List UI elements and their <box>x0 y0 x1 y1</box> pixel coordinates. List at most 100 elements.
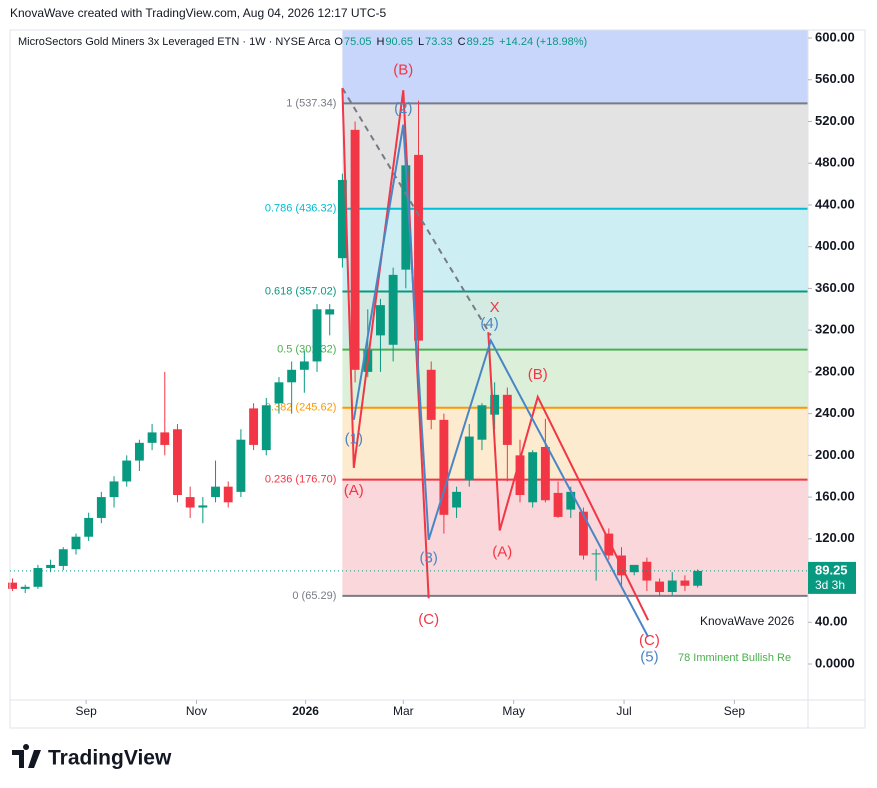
legend-key: H <box>376 36 384 48</box>
fib-label: 0.236 (176.70) <box>265 474 337 486</box>
fib-label: 0 (65.29) <box>292 590 336 602</box>
candle-body <box>134 442 144 461</box>
x-tick-label: May <box>502 704 525 718</box>
candle-body <box>287 369 297 383</box>
y-tick-label: 600.00 <box>815 29 855 44</box>
candle-body <box>502 394 512 445</box>
candle-body <box>84 517 94 537</box>
candle-body <box>71 536 81 550</box>
candle-body <box>464 436 474 481</box>
legend-value: 75.05 <box>344 36 372 48</box>
candle-body <box>236 439 246 492</box>
candle-body <box>147 432 157 443</box>
x-tick-label: Nov <box>186 704 207 718</box>
candle-body <box>96 497 106 518</box>
y-tick-label: 560.00 <box>815 71 855 86</box>
legend-value: 73.33 <box>425 36 453 48</box>
wave-label: (C) <box>639 632 660 649</box>
y-tick-label: 360.00 <box>815 280 855 295</box>
logo-icon <box>12 744 41 768</box>
y-tick-label: 0.0000 <box>815 655 855 670</box>
wave-line <box>352 124 650 638</box>
wave-label: (C) <box>418 611 439 628</box>
candle-body <box>223 486 233 503</box>
wave-label: (5) <box>640 649 658 666</box>
candle-body <box>566 491 576 510</box>
fib-zone <box>342 479 808 596</box>
candle-body <box>312 309 322 362</box>
candle-body <box>426 369 436 420</box>
wave-label: X <box>490 299 500 316</box>
fib-label: 0.382 (245.62) <box>265 402 337 414</box>
x-tick-label: Sep <box>75 704 97 718</box>
y-tick-label: 40.00 <box>815 614 848 629</box>
candle-body <box>350 129 360 370</box>
candle-body <box>185 497 195 508</box>
chart-frame <box>9 29 866 729</box>
candle-body <box>109 481 119 498</box>
candle-body <box>46 564 56 569</box>
y-tick-label: 160.00 <box>815 489 855 504</box>
candle-body <box>325 309 335 315</box>
candle-body <box>376 305 385 336</box>
wave-label: (A) <box>344 482 364 499</box>
fib-top-zone <box>342 30 808 104</box>
candle-body <box>388 274 398 345</box>
y-tick-label: 200.00 <box>815 447 855 462</box>
countdown: 3d 3h <box>815 578 845 592</box>
candle-body <box>274 382 284 404</box>
watermark: KnovaWave 2026 <box>700 614 795 628</box>
wave-label: (B) <box>393 61 413 78</box>
legend-key: C <box>458 36 466 48</box>
candle-body <box>553 492 563 517</box>
candle-body <box>58 549 68 566</box>
fib-label: 1 (537.34) <box>286 97 336 109</box>
header: KnovaWave created with TradingView.com, … <box>10 6 387 20</box>
fib-label: 0.618 (357.02) <box>265 285 337 297</box>
legend-value: 89.25 <box>467 36 495 48</box>
candle-body <box>540 447 550 501</box>
symbol: MicroSectors Gold Miners 3x Leveraged ET… <box>18 36 331 48</box>
candle-body <box>680 580 690 586</box>
x-tick-label: 2026 <box>292 704 319 718</box>
candle-body <box>337 179 347 259</box>
candle-body <box>490 394 500 415</box>
y-tick-label: 400.00 <box>815 238 855 253</box>
fib-zone <box>342 103 808 209</box>
candle-body <box>655 581 665 593</box>
candle-body <box>261 405 271 451</box>
candle-body <box>33 568 43 587</box>
candle-body <box>173 429 182 495</box>
legend-change: +14.24 (+18.98%) <box>499 36 587 48</box>
wave-label: (A) <box>492 543 512 560</box>
candle-body <box>477 405 487 440</box>
legend-key: O <box>334 36 343 48</box>
wave-label: (4) <box>480 315 498 332</box>
candle-body <box>20 586 30 589</box>
logo-text: TradingView <box>48 747 172 770</box>
fib-label: 0.5 (301.32) <box>277 344 336 356</box>
last-price-tag <box>808 561 856 594</box>
wave-line <box>487 332 650 621</box>
candle-body <box>401 165 411 270</box>
wave-label: (2) <box>394 100 412 117</box>
y-tick-label: 440.00 <box>815 196 855 211</box>
legend-key: L <box>418 36 424 48</box>
candle-body <box>160 432 170 445</box>
wave-label: (3) <box>419 550 437 567</box>
candle-body <box>299 361 309 370</box>
candle-body <box>515 455 525 495</box>
fib-zone <box>342 349 808 408</box>
candle-body <box>528 452 538 503</box>
y-tick-label: 280.00 <box>815 363 855 378</box>
candle-body <box>693 570 703 586</box>
y-tick-label: 320.00 <box>815 322 855 337</box>
candle-body <box>629 564 639 573</box>
candle-body <box>439 419 449 515</box>
candle-body <box>591 553 601 555</box>
y-tick-label: 520.00 <box>815 113 855 128</box>
candle-body <box>198 505 208 508</box>
last-price: 89.25 <box>815 562 848 577</box>
